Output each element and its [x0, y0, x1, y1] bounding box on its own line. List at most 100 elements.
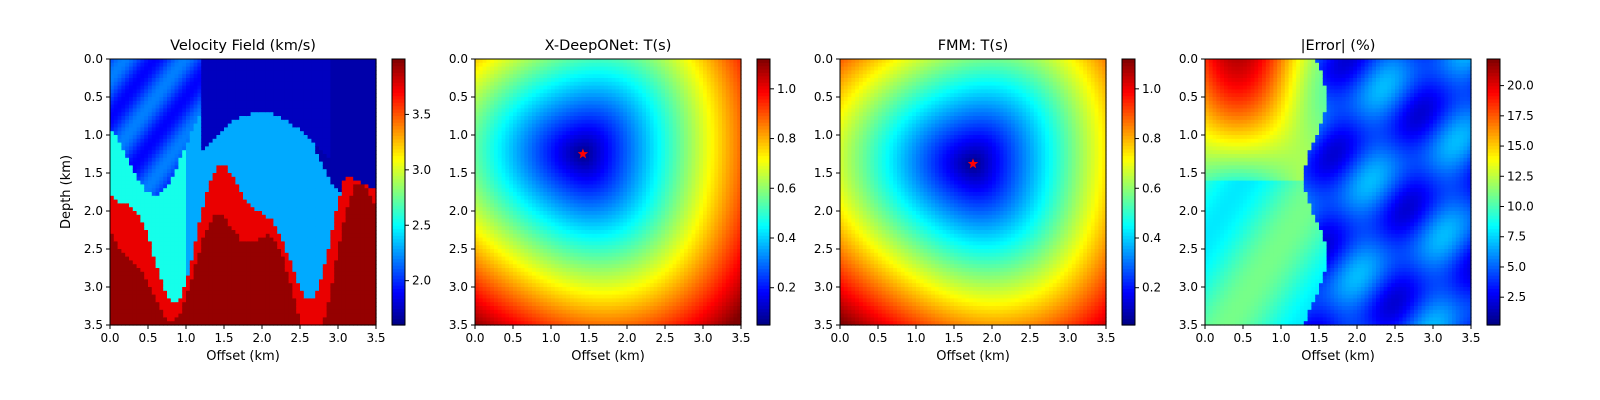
colorbar-tick-label: 2.0 — [412, 274, 431, 288]
y-tick-label: 2.0 — [84, 204, 103, 218]
y-tick-label: 2.5 — [84, 242, 103, 256]
x-tick-label: 0.5 — [138, 331, 157, 345]
y-tick-label: 3.0 — [84, 280, 103, 294]
x-tick-label: 3.0 — [1058, 331, 1077, 345]
y-tick-label: 1.0 — [84, 128, 103, 142]
y-tick-label: 0.5 — [814, 90, 833, 104]
y-tick-label: 1.5 — [84, 166, 103, 180]
colorbar: 2.0 2.5 3.0 3.5 — [391, 58, 431, 326]
colorbar-tick-label: 3.0 — [412, 163, 431, 177]
x-tick-label: 3.0 — [1423, 331, 1442, 345]
heatmap-image — [1205, 59, 1472, 326]
x-tick-label: 0.0 — [100, 331, 119, 345]
y-tick-label: 0.0 — [814, 52, 833, 66]
plot-frame — [839, 58, 1107, 326]
x-tick-label: 1.0 — [541, 331, 560, 345]
y-tick-label: 2.5 — [814, 242, 833, 256]
colorbar-tick-label: 0.4 — [777, 231, 796, 245]
x-tick-label: 2.5 — [290, 331, 309, 345]
x-tick-label: 1.0 — [906, 331, 925, 345]
x-tick-label: 3.0 — [693, 331, 712, 345]
x-tick-label: 0.0 — [830, 331, 849, 345]
colorbar-frame — [1121, 58, 1136, 326]
panel-title: FMM: T(s) — [938, 38, 1009, 54]
source-star-marker — [577, 148, 589, 159]
colorbar-tick-label: 17.5 — [1507, 109, 1534, 123]
y-tick-label: 1.5 — [449, 166, 468, 180]
colorbar-tick-label: 12.5 — [1507, 169, 1534, 183]
y-tick-label: 0.5 — [449, 90, 468, 104]
x-axis-label: Offset (km) — [1301, 349, 1375, 364]
colorbar: 0.2 0.4 0.6 0.8 1.0 — [756, 58, 796, 326]
y-tick-label: 0.5 — [84, 90, 103, 104]
x-tick-label: 1.0 — [176, 331, 195, 345]
colorbar-tick-label: 2.5 — [412, 218, 431, 232]
x-tick-label: 2.5 — [1385, 331, 1404, 345]
colorbar-tick-label: 5.0 — [1507, 260, 1526, 274]
colorbar-tick-label: 0.2 — [1142, 281, 1161, 295]
x-tick-label: 3.5 — [731, 331, 750, 345]
colorbar-tick-label: 0.8 — [1142, 132, 1161, 146]
x-tick-label: 1.5 — [214, 331, 233, 345]
y-tick-label: 1.0 — [814, 128, 833, 142]
colorbar-tick-label: 3.5 — [412, 107, 431, 121]
y-tick-label: 1.5 — [814, 166, 833, 180]
y-tick-label: 2.0 — [449, 204, 468, 218]
x-tick-label: 2.0 — [982, 331, 1001, 345]
colorbar-tick-label: 1.0 — [1142, 82, 1161, 96]
y-tick-label: 3.0 — [449, 280, 468, 294]
y-tick-label: 1.5 — [1179, 166, 1198, 180]
source-star-marker — [967, 158, 979, 169]
x-tick-label: 1.5 — [579, 331, 598, 345]
x-tick-label: 1.5 — [1309, 331, 1328, 345]
y-tick-label: 0.0 — [449, 52, 468, 66]
y-tick-label: 3.5 — [84, 318, 103, 332]
y-tick-label: 3.0 — [1179, 280, 1198, 294]
y-tick-label: 3.5 — [814, 318, 833, 332]
colorbar-tick-label: 0.8 — [777, 132, 796, 146]
colorbar-tick-label: 10.0 — [1507, 200, 1534, 214]
y-tick-label: 0.0 — [84, 52, 103, 66]
y-tick-label: 3.0 — [814, 280, 833, 294]
colorbar: 2.5 5.0 7.5 10.0 12.5 15.0 17.5 20.0 — [1486, 58, 1534, 326]
x-tick-label: 3.5 — [366, 331, 385, 345]
x-tick-label: 0.5 — [503, 331, 522, 345]
x-axis-label: Offset (km) — [571, 349, 645, 364]
colorbar-tick-label: 0.2 — [777, 281, 796, 295]
x-tick-label: 3.5 — [1461, 331, 1480, 345]
panel-1: Velocity Field (km/s) 0.0 0.5 1.0 1.5 2.0 2.5 3… — [59, 38, 431, 364]
panel-3: FMM: T(s)0.0 0.5 1.0 1.5 2.0 2.5 3.0 3.50.00.51… — [814, 38, 1161, 364]
y-tick-label: 2.5 — [449, 242, 468, 256]
y-tick-label: 0.0 — [1179, 52, 1198, 66]
y-tick-label: 2.0 — [814, 204, 833, 218]
y-tick-label: 3.5 — [1179, 318, 1198, 332]
x-tick-label: 1.0 — [1271, 331, 1290, 345]
colorbar-tick-label: 0.6 — [777, 181, 796, 195]
plot-frame — [474, 58, 742, 326]
y-axis-label: Depth (km) — [59, 155, 74, 229]
colorbar-frame — [756, 58, 771, 326]
x-tick-label: 3.0 — [328, 331, 347, 345]
x-tick-label: 2.5 — [655, 331, 674, 345]
panel-4: |Error| (%)0.0 0.5 1.0 1.5 2.0 2.5 3.0 3.50.00.… — [1179, 38, 1534, 364]
plot-frame — [109, 58, 377, 326]
x-tick-label: 2.0 — [252, 331, 271, 345]
colorbar-tick-label: 0.6 — [1142, 181, 1161, 195]
x-tick-label: 0.5 — [868, 331, 887, 345]
x-axis-label: Offset (km) — [206, 349, 280, 364]
x-tick-label: 0.0 — [465, 331, 484, 345]
y-tick-label: 2.0 — [1179, 204, 1198, 218]
colorbar-frame — [391, 58, 406, 326]
colorbar-tick-label: 0.4 — [1142, 231, 1161, 245]
panel-title: X-DeepONet: T(s) — [545, 38, 672, 54]
x-tick-label: 0.5 — [1233, 331, 1252, 345]
y-tick-label: 0.5 — [1179, 90, 1198, 104]
y-tick-label: 3.5 — [449, 318, 468, 332]
heatmap-image — [840, 59, 1107, 326]
panel-title: |Error| (%) — [1301, 38, 1376, 54]
y-tick-label: 1.0 — [449, 128, 468, 142]
x-tick-label: 1.5 — [944, 331, 963, 345]
x-tick-label: 2.5 — [1020, 331, 1039, 345]
colorbar-tick-label: 7.5 — [1507, 230, 1526, 244]
